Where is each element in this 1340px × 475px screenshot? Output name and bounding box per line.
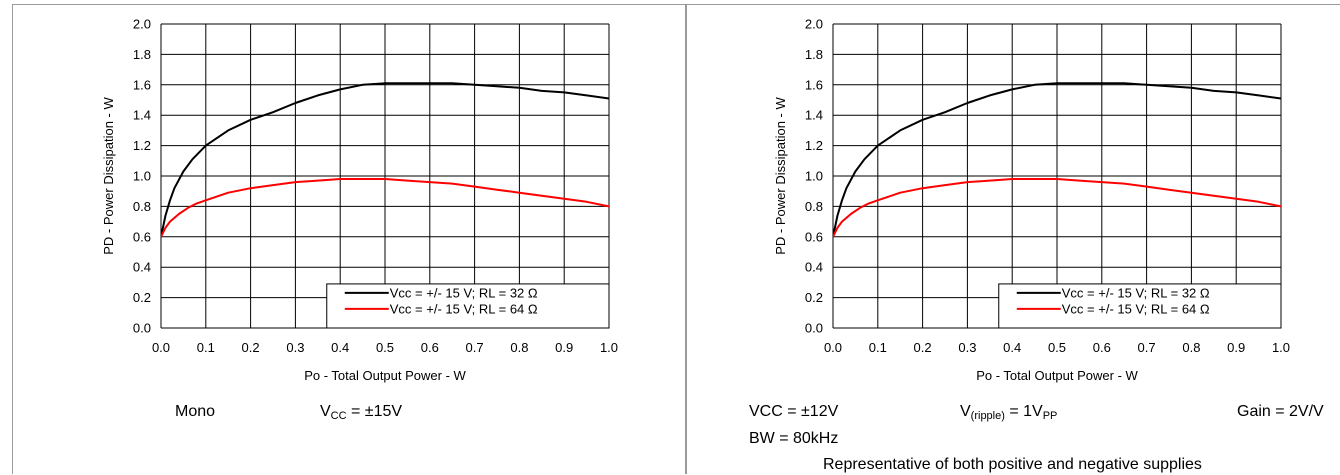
- y-tick-label: 0.4: [133, 260, 151, 275]
- y-tick-label: 0.4: [805, 260, 823, 275]
- ripple-sub: (ripple): [970, 410, 1005, 422]
- supply-voltage-rest: = ±15V: [346, 403, 403, 420]
- x-tick-label: 0.1: [869, 340, 887, 355]
- y-axis-label: PD - Power Dissipation - W: [101, 97, 116, 255]
- y-tick-label: 0.6: [133, 229, 151, 244]
- ripple-caption: V(ripple) = 1VPP: [960, 403, 1057, 422]
- x-tick-label: 0.4: [331, 340, 349, 355]
- y-tick-label: 1.2: [133, 138, 151, 153]
- series-line: [833, 82, 1281, 238]
- y-tick-label: 0.2: [133, 290, 151, 305]
- legend-label: Vcc = +/- 15 V; RL = 32 Ω: [1062, 285, 1210, 300]
- y-tick-label: 0.6: [805, 229, 823, 244]
- x-tick-label: 0.4: [1003, 340, 1021, 355]
- legend-box: [326, 283, 610, 329]
- legend-box: [998, 283, 1282, 329]
- right-chart-panel: 0.0 0.1 0.2 0.3 0.4 0.5 0.6 0.7 0.8 0.9 1.0 0.0 0.2 0…: [686, 4, 1340, 474]
- x-tick-label: 0.7: [1138, 340, 1156, 355]
- x-tick-label: 1.0: [600, 340, 618, 355]
- y-tick-label: 0.2: [805, 290, 823, 305]
- y-tick-label: 1.4: [805, 108, 823, 123]
- y-tick-label: 1.0: [805, 169, 823, 184]
- x-tick-label: 0.8: [1182, 340, 1200, 355]
- legend-label: Vcc = +/- 15 V; RL = 32 Ω: [390, 285, 538, 300]
- legend-label: Vcc = +/- 15 V; RL = 64 Ω: [390, 301, 538, 316]
- gain-caption: Gain = 2V/V: [1237, 403, 1324, 420]
- x-tick-label: 0.0: [152, 340, 170, 355]
- y-tick-label: 0.0: [805, 321, 823, 336]
- power-dissipation-chart-right: 0.0 0.1 0.2 0.3 0.4 0.5 0.6 0.7 0.8 0.9 1.0 0.0 0.2 0…: [773, 17, 1290, 384]
- x-axis-label: Po - Total Output Power - W: [976, 368, 1138, 383]
- x-tick-label: 0.6: [1093, 340, 1111, 355]
- supply-voltage-sub: CC: [330, 410, 347, 422]
- x-tick-label: 0.9: [555, 340, 573, 355]
- x-tick-label: 0.1: [197, 340, 215, 355]
- mode-caption: Mono: [175, 403, 216, 420]
- ripple-mid: = 1V: [1004, 403, 1043, 420]
- y-tick-label: 1.0: [133, 169, 151, 184]
- y-tick-label: 1.6: [133, 77, 151, 92]
- supply-voltage-caption: VCC = ±15V: [320, 403, 402, 422]
- series-line: [833, 178, 1281, 238]
- y-tick-label: 1.8: [133, 47, 151, 62]
- x-tick-label: 0.5: [376, 340, 394, 355]
- y-tick-label: 2.0: [805, 17, 823, 32]
- y-tick-label: 1.6: [805, 77, 823, 92]
- y-tick-label: 0.8: [133, 199, 151, 214]
- x-tick-label: 0.8: [510, 340, 528, 355]
- y-tick-label: 2.0: [133, 17, 151, 32]
- legend-label: Vcc = +/- 15 V; RL = 64 Ω: [1062, 301, 1210, 316]
- x-tick-label: 0.3: [286, 340, 304, 355]
- x-tick-label: 0.3: [958, 340, 976, 355]
- x-tick-label: 0.9: [1227, 340, 1245, 355]
- y-tick-label: 1.8: [805, 47, 823, 62]
- x-tick-label: 0.2: [914, 340, 932, 355]
- y-tick-label: 1.4: [133, 108, 151, 123]
- x-tick-label: 0.2: [242, 340, 260, 355]
- supply-note-caption: Representative of both positive and nega…: [823, 456, 1202, 473]
- y-tick-label: 0.8: [805, 199, 823, 214]
- y-tick-label: 0.0: [133, 321, 151, 336]
- x-tick-label: 1.0: [1272, 340, 1290, 355]
- series-line: [161, 178, 609, 238]
- ripple-sub2: PP: [1042, 410, 1058, 422]
- ripple-main: V: [960, 403, 971, 420]
- x-tick-label: 0.6: [421, 340, 439, 355]
- x-tick-label: 0.5: [1048, 340, 1066, 355]
- y-axis-label: PD - Power Dissipation - W: [773, 97, 788, 255]
- vcc-caption: VCC = ±12V: [749, 403, 839, 420]
- left-chart-panel: 0.0 0.1 0.2 0.3 0.4 0.5 0.6 0.7 0.8 0.9 1.0 0.0 0.2 0…: [12, 4, 686, 474]
- series-line: [161, 82, 609, 238]
- supply-voltage-main: V: [320, 403, 331, 420]
- x-axis-label: Po - Total Output Power - W: [304, 368, 466, 383]
- x-tick-label: 0.0: [824, 340, 842, 355]
- power-dissipation-chart-left: 0.0 0.1 0.2 0.3 0.4 0.5 0.6 0.7 0.8 0.9 1.0 0.0 0.2 0…: [101, 17, 618, 384]
- bandwidth-caption: BW = 80kHz: [749, 430, 839, 447]
- x-tick-label: 0.7: [466, 340, 484, 355]
- y-tick-label: 1.2: [805, 138, 823, 153]
